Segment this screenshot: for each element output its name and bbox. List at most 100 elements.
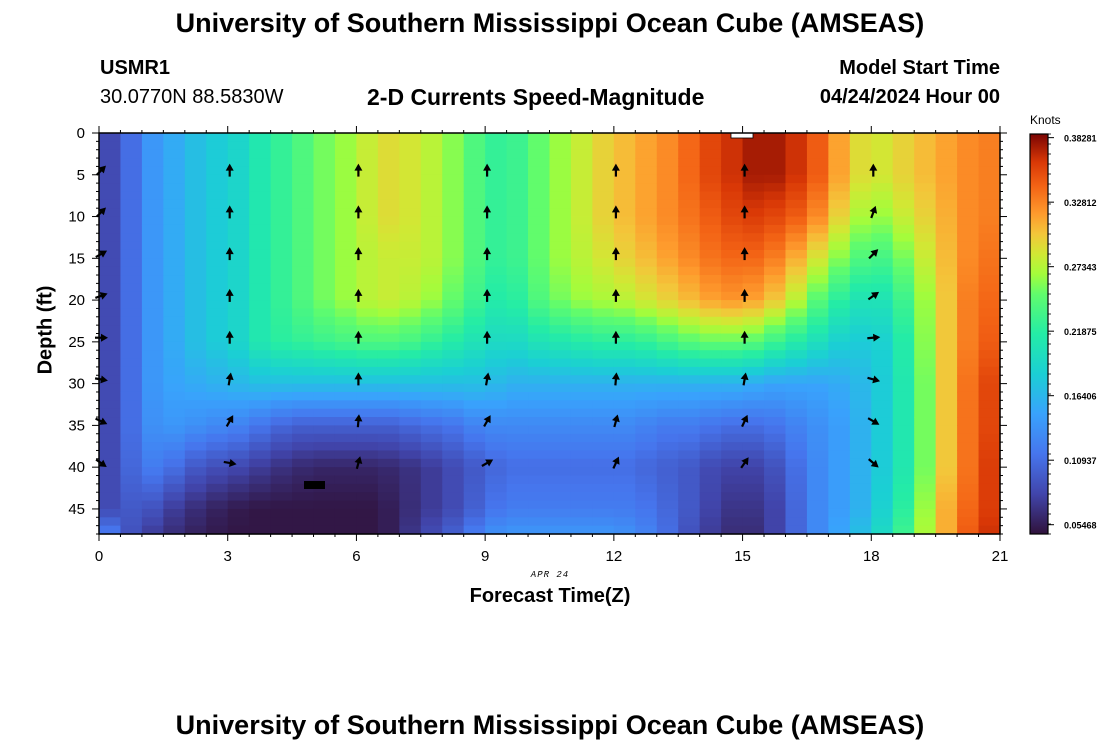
- heatmap-cell: [163, 417, 186, 426]
- heatmap-cell: [227, 341, 250, 351]
- heatmap-cell: [227, 199, 250, 209]
- heatmap-cell: [764, 391, 787, 401]
- heatmap-cell: [592, 149, 615, 159]
- heatmap-cell: [206, 275, 229, 284]
- heatmap-cell: [249, 275, 272, 284]
- heatmap-cell: [678, 467, 701, 477]
- heatmap-cell: [442, 199, 465, 209]
- heatmap-cell: [485, 199, 508, 209]
- x-tick-label: 3: [224, 548, 232, 565]
- heatmap-cell: [163, 291, 186, 301]
- heatmap-cell: [699, 350, 722, 360]
- colorbar: [1029, 133, 1049, 535]
- heatmap-cell: [699, 141, 722, 151]
- heatmap-cell: [678, 258, 701, 268]
- heatmap-cell: [806, 483, 829, 493]
- heatmap-cell: [570, 442, 593, 452]
- current-vector-arrow: [225, 288, 234, 302]
- heatmap-cell: [249, 525, 272, 535]
- heatmap-cell: [849, 191, 872, 201]
- heatmap-cell: [806, 133, 829, 142]
- heatmap-cell: [463, 233, 486, 243]
- heatmap-cell: [806, 458, 829, 468]
- current-vector-arrow: [481, 459, 494, 467]
- heatmap-cell: [678, 141, 701, 151]
- heatmap-cell: [163, 275, 186, 284]
- heatmap-cell: [463, 241, 486, 251]
- heatmap-cell: [420, 158, 443, 168]
- heatmap-cell: [957, 216, 980, 226]
- x-tick-label: 6: [352, 548, 360, 565]
- heatmap-cell: [914, 525, 937, 535]
- heatmap-cell: [356, 283, 379, 293]
- heatmap-cell: [635, 350, 658, 360]
- heatmap-cell: [163, 483, 186, 493]
- heatmap-cell: [99, 291, 122, 301]
- heatmap-cell: [549, 383, 572, 393]
- heatmap-cell: [570, 283, 593, 293]
- heatmap-cell: [356, 433, 379, 443]
- heatmap-cell: [656, 258, 679, 268]
- heatmap-cell: [892, 467, 915, 477]
- heatmap-cell: [914, 191, 937, 201]
- heatmap-cell: [249, 375, 272, 385]
- heatmap-cell: [914, 333, 937, 343]
- heatmap-cell: [721, 191, 744, 201]
- heatmap-cell: [592, 433, 615, 443]
- heatmap-cell: [227, 391, 250, 401]
- heatmap-cell: [163, 391, 186, 401]
- heatmap-cell: [141, 158, 164, 168]
- heatmap-cell: [313, 450, 336, 460]
- heatmap-cell: [742, 141, 765, 151]
- heatmap-cell: [420, 224, 443, 234]
- heatmap-cell: [570, 508, 593, 518]
- heatmap-cell: [635, 467, 658, 477]
- heatmap-cell: [742, 458, 765, 468]
- heatmap-cell: [849, 341, 872, 351]
- heatmap-cell: [377, 492, 400, 502]
- heatmap-cell: [978, 366, 1001, 376]
- heatmap-cell: [892, 208, 915, 218]
- heatmap-cell: [163, 316, 186, 326]
- heatmap-cell: [871, 475, 894, 485]
- heatmap-cell: [957, 341, 980, 351]
- heatmap-cell: [957, 249, 980, 259]
- heatmap-cell: [292, 467, 315, 477]
- heatmap-cell: [313, 199, 336, 209]
- heatmap-cell: [914, 158, 937, 168]
- heatmap-cell: [163, 325, 186, 335]
- heatmap-cell: [377, 391, 400, 401]
- heatmap-cell: [678, 400, 701, 410]
- heatmap-cell: [570, 166, 593, 176]
- heatmap-cell: [935, 241, 958, 251]
- heatmap-cell: [570, 224, 593, 234]
- heatmap-cell: [935, 191, 958, 201]
- heatmap-cell: [935, 425, 958, 435]
- heatmap-cell: [699, 166, 722, 176]
- heatmap-cell: [699, 249, 722, 259]
- heatmap-cell: [785, 483, 808, 493]
- heatmap-cell: [206, 174, 229, 184]
- heatmap-cell: [892, 508, 915, 518]
- heatmap-cell: [249, 408, 272, 418]
- heatmap-cell: [528, 141, 551, 151]
- heatmap-cell: [871, 316, 894, 326]
- heatmap-cell: [785, 258, 808, 268]
- heatmap-cell: [463, 383, 486, 393]
- heatmap-cell: [249, 350, 272, 360]
- heatmap-cell: [141, 233, 164, 243]
- heatmap-cell: [163, 158, 186, 168]
- heatmap-cell: [957, 300, 980, 310]
- heatmap-cell: [871, 191, 894, 201]
- heatmap-cell: [914, 433, 937, 443]
- heatmap-cell: [721, 224, 744, 234]
- heatmap-cell: [356, 366, 379, 376]
- heatmap-cell: [635, 158, 658, 168]
- heatmap-cell: [849, 224, 872, 234]
- heatmap-cell: [292, 525, 315, 535]
- heatmap-cell: [764, 233, 787, 243]
- heatmap-cell: [270, 208, 293, 218]
- heatmap-cell: [849, 508, 872, 518]
- heatmap-cell: [463, 216, 486, 226]
- heatmap-cell: [613, 433, 636, 443]
